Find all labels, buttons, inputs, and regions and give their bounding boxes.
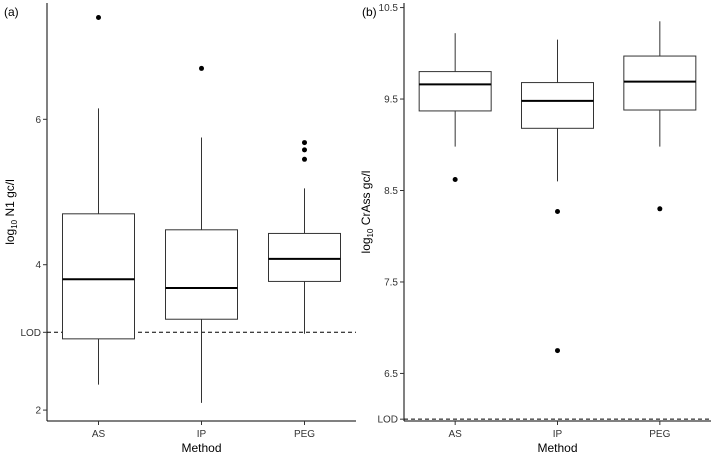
box-group-as <box>418 33 492 183</box>
box-iqr <box>165 229 238 320</box>
y-axis-title-subscript: 10 <box>366 228 375 237</box>
box-iqr <box>62 213 135 340</box>
y-tick-label: 2 <box>35 406 41 417</box>
x-tick-label: PEG <box>294 429 315 440</box>
lod-label: LOD <box>377 415 398 426</box>
panel-label: (b) <box>362 5 377 19</box>
y-axis-title-main: log <box>359 237 373 253</box>
y-axis-title: log10 CrAss gc/l <box>359 171 375 254</box>
box-group-peg <box>623 21 697 212</box>
outlier-point <box>302 140 307 146</box>
x-tick-label: IP <box>553 429 563 440</box>
box-iqr <box>418 71 492 112</box>
y-tick-label: 9.5 <box>384 95 398 106</box>
lod-label: LOD <box>20 328 41 339</box>
box-group-ip <box>165 65 238 403</box>
y-tick-label: 6 <box>35 115 41 126</box>
y-axis-title-main: log <box>3 229 17 245</box>
outlier-point <box>199 65 204 71</box>
outlier-point <box>302 147 307 153</box>
box-group-peg <box>268 140 341 334</box>
y-axis-title-rest: N1 gc/l <box>3 179 17 220</box>
box-group-ip <box>521 39 594 354</box>
outlier-point <box>657 206 663 212</box>
box-iqr <box>623 55 697 111</box>
x-tick-label: AS <box>92 429 106 440</box>
y-axis-title: log10 N1 gc/l <box>3 179 19 245</box>
panel-label: (a) <box>4 5 19 19</box>
x-tick-label: IP <box>197 429 207 440</box>
x-tick-label: AS <box>448 429 462 440</box>
outlier-point <box>302 156 307 162</box>
box-group-as <box>62 15 135 385</box>
outlier-point <box>555 348 560 354</box>
outlier-point <box>555 209 560 215</box>
outlier-point <box>452 177 458 183</box>
box-iqr <box>268 232 341 282</box>
y-tick-label: 7.5 <box>384 277 398 288</box>
x-tick-label: PEG <box>649 429 670 440</box>
panel-a: (a) 2 4 6 LOD AS IP PEG Method log10 N1 gc/l <box>3 3 356 455</box>
y-tick-label: 6.5 <box>384 369 398 380</box>
y-tick-label: 10.5 <box>379 3 399 14</box>
outlier-point <box>96 15 101 21</box>
y-tick-label: 8.5 <box>384 186 398 197</box>
y-axis-title-subscript: 10 <box>10 219 19 228</box>
x-axis-title: Method <box>537 441 577 455</box>
panel-b: (b) 6.5 7.5 8.5 9.5 10.5 LOD AS IP PEG Method log10… <box>359 3 711 455</box>
x-axis-title: Method <box>181 441 221 455</box>
y-axis-title-rest: CrAss gc/l <box>359 171 373 229</box>
box-iqr <box>521 82 594 129</box>
y-tick-label: 4 <box>35 260 41 271</box>
